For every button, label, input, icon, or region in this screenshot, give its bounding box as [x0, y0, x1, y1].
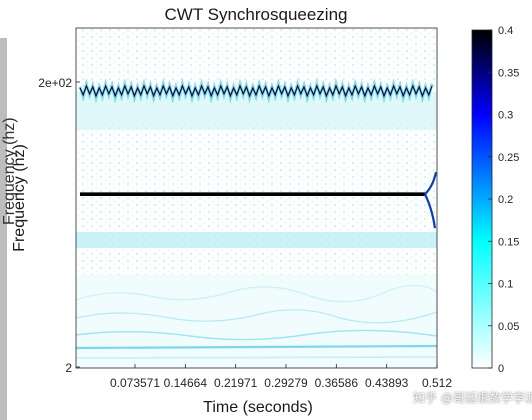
watermark: 知乎 @哥廷根数学学派	[413, 391, 532, 405]
ridge-low-edge	[424, 171, 437, 229]
chart-title: CWT Synchrosqueezing	[165, 5, 348, 24]
x-tick-label: 0.29279	[264, 376, 308, 390]
low-frequency-traces	[76, 284, 437, 359]
colorbar-ticks: 0.4 0.35 0.3 0.25 0.2 0.15 0.1 0.05 0	[488, 25, 519, 375]
x-tick-label: 0.43893	[365, 376, 409, 390]
colorbar-tick-label: 0	[498, 363, 504, 375]
colorbar-tick-label: 0.2	[498, 194, 513, 206]
colorbar-tick-label: 0.1	[498, 279, 513, 291]
colorbar-tick-label: 0.05	[498, 321, 519, 333]
x-tick-label: 0.36586	[315, 376, 359, 390]
low-frequency-trace	[76, 284, 437, 303]
y-axis-label: Frequency (hz)	[11, 144, 28, 252]
colorbar-tick-label: 0.15	[498, 236, 519, 248]
plot-border	[75, 27, 438, 369]
low-ridge-halo	[76, 232, 437, 248]
low-frequency-trace	[76, 329, 437, 341]
colorbar-tick-label: 0.4	[498, 25, 513, 37]
ghost-ylabel: Frequency (hz)	[1, 117, 18, 225]
x-tick-label: 0.073571	[110, 376, 160, 390]
x-tick-label: 0.512	[422, 376, 452, 390]
plot-area	[76, 28, 437, 368]
colorbar-tick-label: 0.35	[498, 67, 519, 79]
low-frequency-trace	[76, 309, 437, 324]
y-tick-label-top: 2e+02	[38, 76, 72, 90]
window-frame	[0, 38, 7, 420]
x-tick-label: 0.14664	[164, 376, 208, 390]
x-axis-label: Time (seconds)	[203, 399, 313, 416]
y-tick-label-bottom: 2	[65, 361, 72, 375]
colorbar-tick-label: 0.25	[498, 152, 519, 164]
x-tick-label: 0.21971	[214, 376, 258, 390]
colorbar-tick-label: 0.3	[498, 110, 513, 122]
low-frequency-trace	[76, 356, 437, 359]
x-axis-ticks: 0.073571 0.14664 0.21971 0.29279 0.36586 0.43…	[110, 364, 452, 390]
low-band-tint	[76, 275, 437, 368]
low-frequency-trace	[76, 344, 437, 350]
ridge-high	[79, 84, 433, 98]
